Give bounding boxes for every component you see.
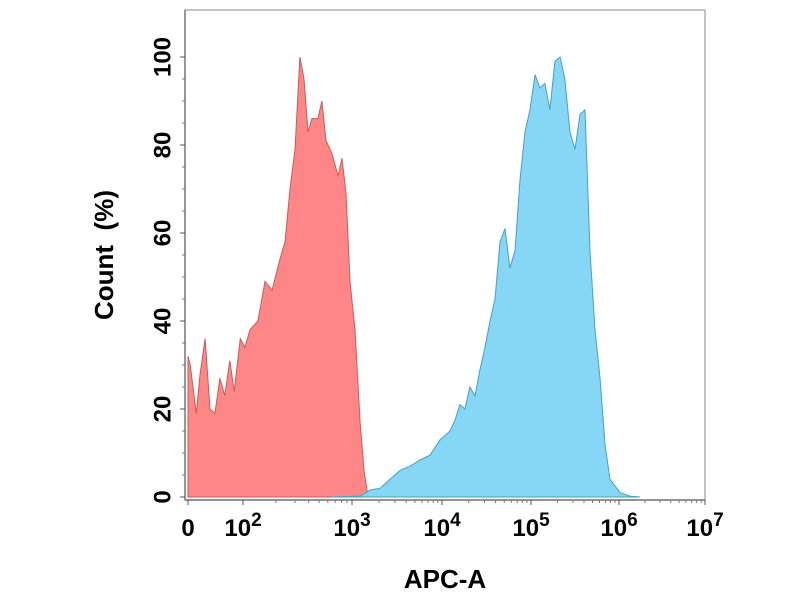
x-axis-label: APC-A	[404, 564, 487, 594]
y-tick-label: 40	[150, 308, 177, 335]
x-tick-exponent: 2	[251, 510, 262, 531]
x-tick-base: 10	[224, 515, 251, 542]
x-tick-exponent: 6	[627, 510, 638, 531]
x-tick-label: 104	[423, 510, 461, 542]
x-tick-base: 10	[512, 515, 539, 542]
x-tick-exponent: 3	[360, 510, 371, 531]
x-tick-label: 106	[600, 510, 637, 542]
x-tick-exponent: 7	[713, 510, 724, 531]
histogram-series-1	[187, 56, 369, 498]
x-tick-label: 105	[512, 510, 550, 542]
x-tick-base: 10	[686, 515, 713, 542]
x-tick-label: 102	[224, 510, 261, 542]
x-tick-exponent: 4	[450, 510, 461, 531]
y-axis-label: Count (%)	[89, 190, 119, 320]
x-tick-label: 107	[686, 510, 723, 542]
y-tick-label: 100	[150, 37, 177, 77]
x-tick-base: 10	[333, 515, 360, 542]
x-tick-base: 0	[181, 515, 194, 542]
x-tick-exponent: 5	[539, 510, 550, 531]
y-tick-label: 60	[150, 220, 177, 247]
series-layer	[187, 56, 640, 498]
y-tick-label: 20	[150, 396, 177, 423]
x-tick-base: 10	[600, 515, 627, 542]
x-tick-label: 0	[181, 515, 194, 542]
y-tick-label: 80	[150, 132, 177, 159]
ticks-layer	[180, 56, 706, 505]
x-tick-base: 10	[423, 515, 450, 542]
y-tick-label: 0	[150, 490, 177, 503]
histogram-series-2	[330, 56, 640, 498]
x-tick-label: 103	[333, 510, 370, 542]
